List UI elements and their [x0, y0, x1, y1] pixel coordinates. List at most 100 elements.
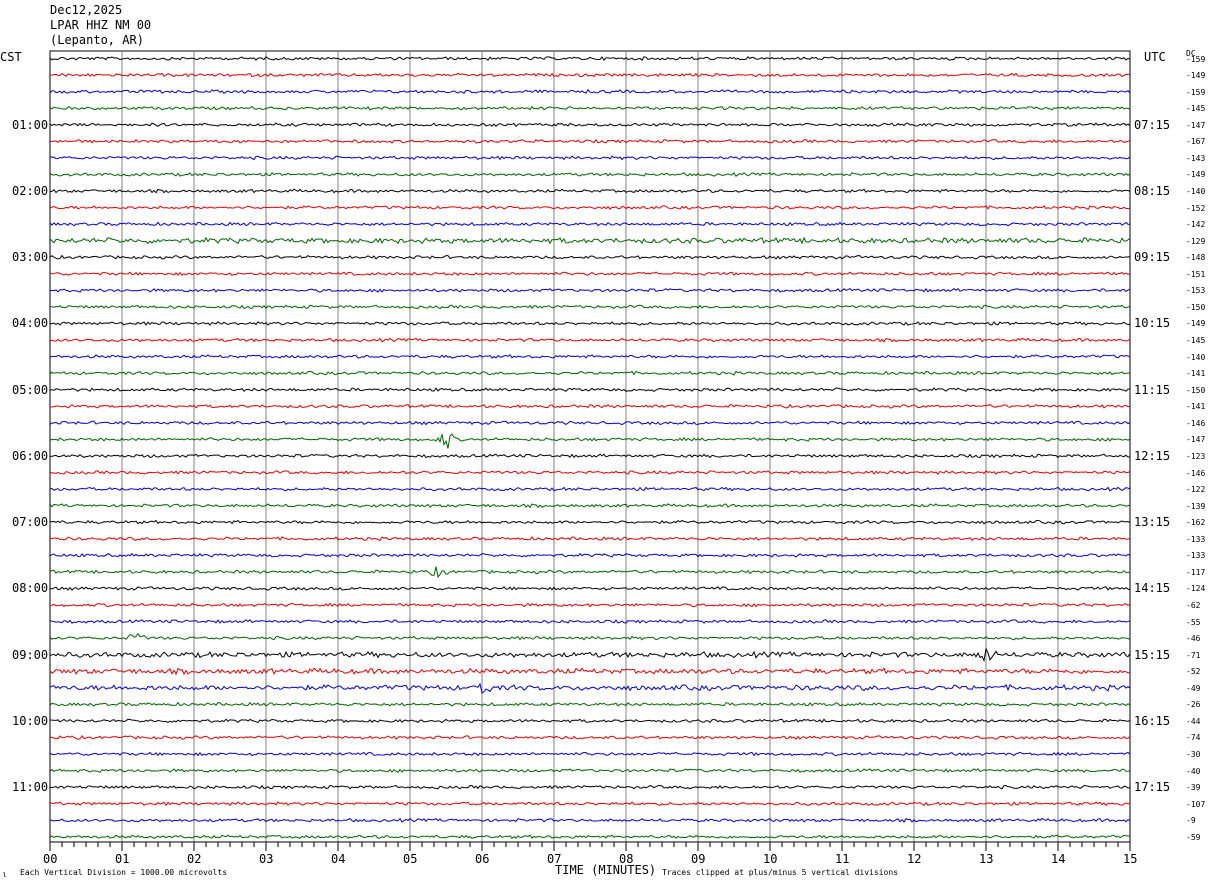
- right-hour-label: 07:15: [1134, 117, 1171, 132]
- seismic-trace: [49, 647, 1131, 663]
- left-hour-label: 02:00: [12, 183, 49, 198]
- x-tick-label: 14: [1051, 852, 1066, 866]
- x-axis-label: TIME (MINUTES): [555, 863, 657, 877]
- x-tick-label: 08: [619, 852, 634, 866]
- dc-offset-label: -40: [1186, 766, 1201, 776]
- dc-offset-label: -59: [1186, 832, 1201, 842]
- right-hour-label: 11:15: [1134, 382, 1171, 397]
- seismic-trace: [49, 172, 1131, 177]
- x-tick-label: 05: [403, 852, 418, 866]
- dc-offset-label: -133: [1186, 534, 1206, 544]
- date-label: Dec12,2025: [50, 3, 123, 17]
- left-timezone-label: CST: [0, 50, 22, 64]
- x-tick-label: 02: [187, 852, 202, 866]
- dc-offset-label: -123: [1186, 451, 1206, 461]
- x-tick-label: 04: [331, 852, 346, 866]
- dc-offset-label: -9: [1186, 816, 1196, 826]
- seismic-trace: [49, 271, 1131, 277]
- seismic-trace: [49, 453, 1131, 459]
- dc-offset-label: -141: [1186, 369, 1206, 379]
- dc-offset-label: -62: [1186, 600, 1201, 610]
- seismic-trace: [49, 586, 1131, 591]
- x-tick-label: 15: [1123, 852, 1138, 866]
- dc-offset-label: -74: [1186, 733, 1201, 743]
- seismic-trace: [49, 834, 1131, 839]
- x-tick-label: 06: [475, 852, 490, 866]
- left-hour-label: 06:00: [12, 448, 49, 463]
- x-tick-label: 12: [907, 852, 922, 866]
- seismic-trace: [49, 370, 1131, 376]
- dc-offset-label: -139: [1186, 501, 1206, 511]
- seismic-trace: [49, 784, 1131, 790]
- seismic-trace: [49, 667, 1131, 676]
- seismic-trace: [49, 236, 1131, 245]
- dc-offset-label: -147: [1186, 435, 1206, 445]
- x-tick-label: 03: [259, 852, 274, 866]
- dc-offset-label: -153: [1186, 286, 1206, 296]
- seismic-trace: [49, 105, 1131, 111]
- dc-offset-label: -30: [1186, 750, 1201, 760]
- dc-offset-label: -124: [1186, 584, 1206, 594]
- left-hour-label: 08:00: [12, 581, 49, 596]
- seismic-trace: [49, 734, 1131, 740]
- dc-offset-label: -149: [1186, 319, 1206, 329]
- dc-offset-label: -55: [1186, 617, 1201, 627]
- clip-note: Traces clipped at plus/minus 5 vertical …: [662, 868, 899, 877]
- dc-offset-label: -146: [1186, 468, 1206, 478]
- dc-offset-label: -122: [1186, 485, 1206, 495]
- seismic-trace: [49, 751, 1131, 757]
- dc-offset-label: -117: [1186, 567, 1206, 577]
- seismic-trace: [49, 420, 1131, 426]
- dc-offset-label: -152: [1186, 203, 1206, 213]
- seismic-trace: [49, 701, 1131, 707]
- dc-offset-label: -140: [1186, 352, 1206, 362]
- seismic-trace: [49, 254, 1131, 260]
- x-tick-label: 09: [691, 852, 706, 866]
- scale-note: Each Vertical Division = 1000.00 microvo…: [20, 868, 228, 877]
- left-hour-label: 09:00: [12, 647, 49, 662]
- dc-label: DC: [1186, 49, 1196, 58]
- dc-offset-label: -71: [1186, 650, 1201, 660]
- right-hour-label: 10:15: [1134, 316, 1171, 331]
- seismic-trace: [49, 221, 1131, 227]
- dc-offset-label: -133: [1186, 551, 1206, 561]
- left-hour-label: 01:00: [12, 117, 49, 132]
- x-tick-label: 11: [835, 852, 850, 866]
- dc-offset-label: -44: [1186, 716, 1201, 726]
- dc-offset-label: -150: [1186, 385, 1206, 395]
- left-hour-label: 07:00: [12, 515, 49, 530]
- seismic-trace: [49, 718, 1131, 724]
- dc-offset-label: -39: [1186, 783, 1201, 793]
- seismic-trace: [49, 566, 1131, 579]
- dc-offset-label: -145: [1186, 104, 1206, 114]
- seismic-trace: [49, 138, 1131, 144]
- right-hour-label: 15:15: [1134, 647, 1171, 662]
- seismic-trace: [49, 287, 1131, 293]
- left-hour-label: 05:00: [12, 382, 49, 397]
- right-timezone-label: UTC: [1144, 50, 1166, 64]
- dc-offset-label: -142: [1186, 220, 1206, 230]
- seismic-trace: [49, 188, 1131, 194]
- dc-offset-label: -107: [1186, 799, 1206, 809]
- dc-offset-label: -140: [1186, 186, 1206, 196]
- dc-offset-label: -159: [1186, 87, 1206, 97]
- dc-offset-label: -141: [1186, 402, 1206, 412]
- location-label: (Lepanto, AR): [50, 33, 144, 47]
- seismic-trace: [49, 72, 1131, 78]
- dc-offset-label: -145: [1186, 336, 1206, 346]
- seismic-trace: [49, 122, 1131, 128]
- dc-offset-label: -167: [1186, 137, 1206, 147]
- dc-offset-label: -148: [1186, 253, 1206, 263]
- seismic-trace: [49, 486, 1131, 492]
- seismic-trace: [49, 632, 1131, 641]
- seismic-trace: [49, 89, 1131, 95]
- left-hour-label: 11:00: [12, 780, 49, 795]
- right-hour-label: 12:15: [1134, 448, 1171, 463]
- station-label: LPAR HHZ NM 00: [50, 18, 152, 32]
- seismic-trace: [49, 619, 1131, 624]
- seismic-trace: [49, 519, 1131, 525]
- seismic-trace: [49, 552, 1131, 558]
- dc-offset-label: -149: [1186, 170, 1206, 180]
- corner-mark: ι: [2, 870, 7, 879]
